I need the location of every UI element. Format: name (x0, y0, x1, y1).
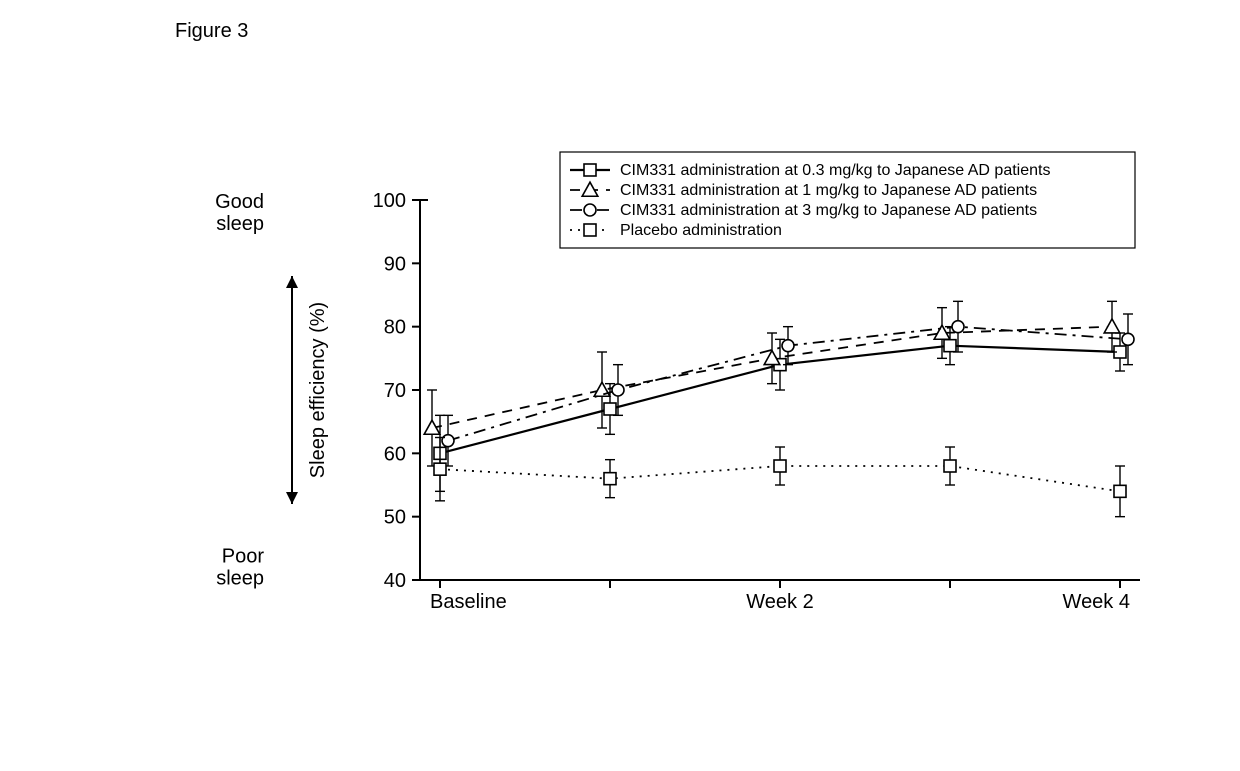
x-tick-label: Baseline (430, 591, 507, 613)
good-sleep-label: Good (215, 191, 264, 213)
poor-sleep-label: Poor (222, 546, 265, 568)
legend-label-cim_1: CIM331 administration at 1 mg/kg to Japa… (620, 182, 1037, 199)
y-tick-label: 100 (373, 190, 406, 212)
figure-title: Figure 3 (175, 20, 248, 43)
chart-svg: 40 50 60 70 80 90 100 Baseline Week 2 Week 4 Sleep… (120, 60, 1220, 620)
page: Figure 3 40 50 60 70 80 90 100 Baseline Week 2 We… (0, 0, 1240, 771)
x-tick-label: Week 2 (746, 591, 813, 613)
y-tick-label: 60 (384, 443, 406, 465)
y-tick-label: 80 (384, 317, 406, 339)
legend-label-placebo: Placebo administration (620, 222, 782, 239)
y-axis-label: Sleep efficiency (%) (307, 302, 329, 478)
y-tick-label: 50 (384, 507, 406, 529)
y-tick-label: 40 (384, 570, 406, 592)
chart-container: 405060708090100BaselineWeek 2Week 4Sleep… (120, 60, 1120, 580)
y-tick-label: 90 (384, 253, 406, 275)
x-tick-label: Week 4 (1063, 591, 1130, 613)
legend-label-cim_0_3: CIM331 administration at 0.3 mg/kg to Ja… (620, 162, 1050, 179)
poor-sleep-label: sleep (216, 568, 264, 590)
legend-label-cim_3: CIM331 administration at 3 mg/kg to Japa… (620, 202, 1037, 219)
good-sleep-label: sleep (216, 213, 264, 235)
y-tick-label: 70 (384, 380, 406, 402)
